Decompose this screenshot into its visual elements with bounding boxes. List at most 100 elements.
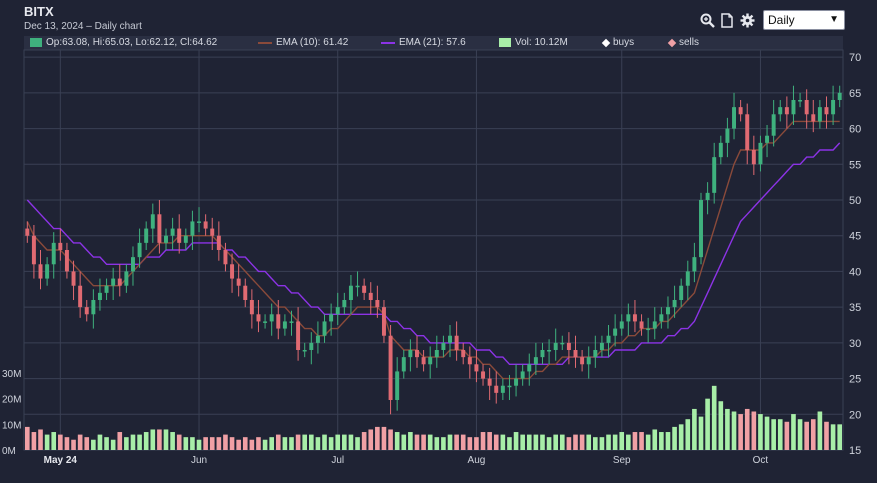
legend-bar: Op:63.08, Hi:65.03, Lo:62.12, Cl:64.62 E… <box>24 36 843 50</box>
candle-body <box>309 342 314 350</box>
candle-body <box>573 350 578 358</box>
volume-bar <box>427 434 433 450</box>
volume-bar <box>203 437 208 450</box>
volume-bar <box>744 408 750 450</box>
candle-body <box>183 235 188 243</box>
volume-bar <box>401 434 407 450</box>
volume-bar <box>797 419 803 450</box>
candle-body <box>64 250 69 272</box>
candle-body <box>441 342 446 350</box>
candle-body <box>335 307 340 315</box>
volume-bar <box>513 432 519 450</box>
volume-bar <box>474 437 479 450</box>
gear-icon[interactable] <box>739 12 755 28</box>
candle-body <box>263 321 268 323</box>
candle-body <box>170 228 175 236</box>
candle-body <box>302 350 307 352</box>
candle-body <box>481 371 486 379</box>
volume-bar <box>751 411 757 450</box>
time-tick-label: Oct <box>753 455 769 466</box>
volume-tick-label: 10M <box>2 420 21 431</box>
volume-bar <box>454 434 459 450</box>
candle-body <box>817 107 822 122</box>
price-tick-label: 70 <box>849 52 861 64</box>
volume-bar <box>84 437 90 450</box>
candle-body <box>500 385 505 393</box>
volume-tick-label: 30M <box>2 369 21 380</box>
document-icon[interactable] <box>719 12 735 28</box>
candle-body <box>699 200 703 258</box>
volume-bar <box>196 439 202 450</box>
candle-body <box>712 157 717 193</box>
candle-body <box>289 321 294 323</box>
volume-bar <box>110 439 116 450</box>
volume-bar <box>124 437 129 450</box>
candle-body <box>381 307 386 336</box>
candle-body <box>368 292 373 300</box>
candle-body <box>679 285 684 300</box>
legend-ohlc-text: Op:63.08, Hi:65.03, Lo:62.12, Cl:64.62 <box>46 37 218 48</box>
volume-bar <box>31 432 37 450</box>
candle-body <box>725 128 730 143</box>
legend-volume-text: Vol: 10.12M <box>515 37 568 48</box>
volume-bar <box>711 385 717 450</box>
volume-bar <box>632 432 638 450</box>
candle-body <box>124 271 129 286</box>
volume-bar <box>348 434 354 450</box>
price-tick-label: 35 <box>849 302 861 314</box>
candle-body <box>738 107 743 115</box>
candle-body <box>659 314 664 322</box>
candle-body <box>401 357 406 372</box>
candle-body <box>230 264 235 279</box>
volume-bar <box>553 434 559 450</box>
candle-body <box>520 371 525 379</box>
candle-body <box>322 321 327 336</box>
volume-bar <box>335 434 341 450</box>
candle-body <box>71 271 76 286</box>
volume-bar <box>639 432 644 450</box>
candle-body <box>533 357 538 365</box>
candle-body <box>632 314 637 322</box>
candle-body <box>210 228 215 236</box>
volume-bar <box>328 437 334 450</box>
volume-bar <box>157 429 162 450</box>
volume-bar <box>295 434 301 450</box>
volume-bar <box>229 437 235 450</box>
volume-bar <box>764 416 770 450</box>
candle-body <box>566 342 571 350</box>
legend-ohlc: Op:63.08, Hi:65.03, Lo:62.12, Cl:64.62 <box>30 37 217 48</box>
volume-bar <box>698 416 704 450</box>
volume-bar <box>672 426 677 450</box>
volume-bar <box>308 434 314 450</box>
volume-bar <box>540 434 545 450</box>
candle-body <box>408 350 413 358</box>
candle-body <box>639 321 644 329</box>
price-tick-label: 15 <box>849 445 861 457</box>
volume-bar <box>302 434 308 450</box>
candle-body <box>348 285 353 300</box>
volume-bar <box>725 408 730 450</box>
candle-body <box>665 307 670 315</box>
candle-body <box>375 300 380 308</box>
candle-body <box>249 300 254 315</box>
candle-body <box>84 307 89 315</box>
volume-bar <box>546 437 552 450</box>
zoom-icon[interactable] <box>699 12 715 28</box>
candle-body <box>685 271 690 286</box>
price-tick-label: 50 <box>849 195 861 207</box>
volume-bar <box>143 432 149 450</box>
volume-bar <box>619 432 625 450</box>
period-select[interactable]: Daily ▼ <box>763 10 845 30</box>
candle-body <box>514 378 519 386</box>
volume-bar <box>216 437 222 450</box>
volume-bar <box>269 437 274 450</box>
candle-body <box>78 285 83 308</box>
price-tick-label: 25 <box>849 374 861 386</box>
candle-body <box>745 114 750 150</box>
volume-bar <box>777 419 783 450</box>
candle-body <box>718 142 723 158</box>
volume-bar <box>381 426 387 450</box>
candle-body <box>599 342 604 350</box>
volume-bar <box>137 434 142 450</box>
